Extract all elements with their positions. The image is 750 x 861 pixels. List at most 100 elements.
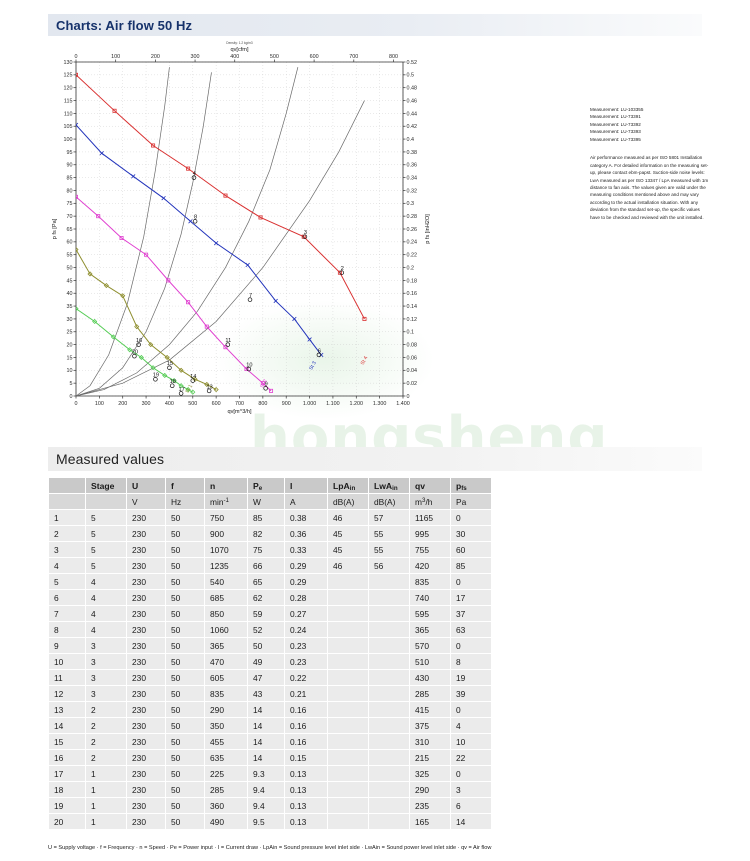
svg-text:1.300: 1.300 bbox=[373, 401, 387, 407]
svg-text:500: 500 bbox=[188, 401, 197, 407]
svg-text:30: 30 bbox=[67, 317, 73, 323]
table-cell: 0.29 bbox=[285, 574, 327, 589]
table-cell: 230 bbox=[127, 526, 165, 541]
table-cell: 50 bbox=[166, 590, 204, 605]
svg-text:400: 400 bbox=[165, 401, 174, 407]
table-cell: 570 bbox=[410, 638, 450, 653]
operating-point-18: 18 bbox=[170, 379, 176, 388]
table-cell bbox=[328, 654, 368, 669]
svg-text:0.16: 0.16 bbox=[407, 291, 418, 297]
chart-y-axis-right: 0 0.02 0.04 0.06 0.08 0.1 0.12 0.14 0.16 0.18 0.2 0… bbox=[403, 60, 431, 400]
table-cell: 50 bbox=[166, 510, 204, 525]
table-cell bbox=[328, 766, 368, 781]
table-row: 8 4 230 50 1060 52 0.24 365 63 bbox=[49, 622, 491, 637]
svg-text:25: 25 bbox=[67, 330, 73, 336]
table-cell: 0.38 bbox=[285, 510, 327, 525]
table-cell: 50 bbox=[166, 686, 204, 701]
svg-text:1.100: 1.100 bbox=[326, 401, 340, 407]
table-cell: 46 bbox=[328, 558, 368, 573]
table-row: 16 2 230 50 635 14 0.15 215 22 bbox=[49, 750, 491, 765]
table-cell: 16 bbox=[49, 750, 85, 765]
table-cell: 1165 bbox=[410, 510, 450, 525]
svg-text:500: 500 bbox=[270, 54, 279, 60]
table-cell: 47 bbox=[248, 670, 284, 685]
chart-gridlines bbox=[75, 61, 404, 397]
svg-text:14: 14 bbox=[190, 374, 196, 380]
chart-svg: 0 100 200 300 400 500 600 700 800 900 1.000 1.100 1.… bbox=[52, 41, 431, 415]
table-cell bbox=[369, 638, 409, 653]
table-cell: 0 bbox=[451, 574, 491, 589]
table-cell: 37 bbox=[451, 606, 491, 621]
table-cell: 43 bbox=[248, 686, 284, 701]
table-cell: 230 bbox=[127, 750, 165, 765]
measurement-id-line: Measurement: LU-73395 bbox=[590, 136, 641, 142]
table-cell: 415 bbox=[410, 702, 450, 717]
table-cell: 4 bbox=[451, 718, 491, 733]
svg-text:0.44: 0.44 bbox=[407, 111, 418, 117]
table-cell: 50 bbox=[166, 750, 204, 765]
table-cell: 22 bbox=[451, 750, 491, 765]
table-cell: 9.3 bbox=[248, 766, 284, 781]
table-unit-header: min-1 bbox=[205, 494, 247, 509]
table-cell: 9.4 bbox=[248, 798, 284, 813]
operating-point-13: 13 bbox=[207, 384, 213, 394]
table-cell: 13 bbox=[49, 702, 85, 717]
measured-values-section-header: Measured values bbox=[48, 447, 702, 471]
table-row: 19 1 230 50 360 9.4 0.13 235 6 bbox=[49, 798, 491, 813]
table-cell: 230 bbox=[127, 510, 165, 525]
table-cell: 0.29 bbox=[285, 558, 327, 573]
svg-text:7: 7 bbox=[249, 293, 252, 299]
svg-text:200: 200 bbox=[118, 401, 127, 407]
table-cell: 6 bbox=[451, 798, 491, 813]
table-cell: 85 bbox=[248, 510, 284, 525]
table-cell: 420 bbox=[410, 558, 450, 573]
system-curve-2 bbox=[76, 67, 299, 396]
svg-text:0.28: 0.28 bbox=[407, 214, 418, 220]
operating-point-6: 6 bbox=[316, 348, 322, 358]
table-cell: 835 bbox=[410, 574, 450, 589]
table-unit-header: m3/h bbox=[410, 494, 450, 509]
table-cell bbox=[369, 766, 409, 781]
measurement-notes-panel: Measurement: LU-103355 Measurement: LU-73… bbox=[590, 106, 710, 221]
table-cell bbox=[328, 622, 368, 637]
table-cell: 0.22 bbox=[285, 670, 327, 685]
measurement-id-list: Measurement: LU-103355 Measurement: LU-73… bbox=[590, 106, 710, 143]
svg-text:0.46: 0.46 bbox=[407, 98, 418, 104]
air-flow-chart: 0 100 200 300 400 500 600 700 800 900 1.000 1.100 1.… bbox=[48, 38, 548, 428]
table-cell: 19 bbox=[49, 798, 85, 813]
svg-text:1.200: 1.200 bbox=[350, 401, 364, 407]
table-cell: 14 bbox=[248, 702, 284, 717]
table-cell: 0.23 bbox=[285, 638, 327, 653]
table-cell: 605 bbox=[205, 670, 247, 685]
table-cell: 0 bbox=[451, 766, 491, 781]
table-cell bbox=[369, 590, 409, 605]
table-cell: 0.23 bbox=[285, 654, 327, 669]
table-cell: 215 bbox=[410, 750, 450, 765]
table-cell: 1 bbox=[86, 798, 126, 813]
table-cell bbox=[328, 750, 368, 765]
table-col-header: LwAin bbox=[369, 478, 409, 493]
operating-point-3: 3 bbox=[302, 230, 308, 239]
svg-text:0: 0 bbox=[75, 54, 78, 60]
svg-text:60: 60 bbox=[67, 240, 73, 246]
table-cell: 285 bbox=[205, 782, 247, 797]
table-cell: 75 bbox=[248, 542, 284, 557]
svg-text:110: 110 bbox=[64, 111, 73, 117]
table-cell: 50 bbox=[166, 622, 204, 637]
svg-text:15: 15 bbox=[67, 355, 73, 361]
svg-text:0.3: 0.3 bbox=[407, 201, 415, 207]
svg-text:0.08: 0.08 bbox=[407, 343, 418, 349]
table-cell: 900 bbox=[205, 526, 247, 541]
table-cell: 5 bbox=[86, 558, 126, 573]
table-row: 4 5 230 50 1235 66 0.29 46 56 420 85 bbox=[49, 558, 491, 573]
table-cell bbox=[369, 574, 409, 589]
notes-spacer bbox=[590, 143, 710, 154]
svg-text:700: 700 bbox=[235, 401, 244, 407]
operating-point-8: 8 bbox=[192, 215, 198, 224]
table-cell: 62 bbox=[248, 590, 284, 605]
svg-text:120: 120 bbox=[64, 86, 73, 92]
table-cell: 6 bbox=[49, 590, 85, 605]
svg-text:80: 80 bbox=[67, 188, 73, 194]
svg-text:20: 20 bbox=[132, 350, 138, 356]
